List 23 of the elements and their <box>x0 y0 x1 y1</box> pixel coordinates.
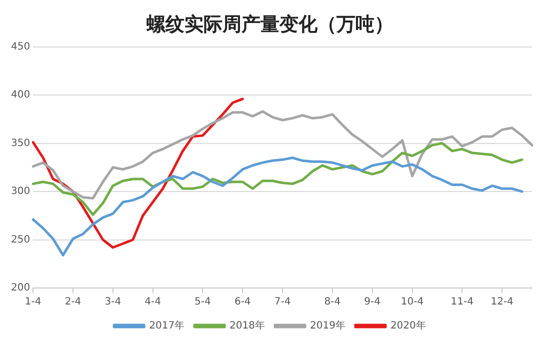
y-tick-label: 300 <box>10 186 30 198</box>
x-tick-label: 2-4 <box>64 296 82 308</box>
legend-label: 2020年 <box>390 320 426 332</box>
y-tick-label: 450 <box>10 41 30 52</box>
x-tick-label: 9-4 <box>364 296 381 308</box>
chart-title: 螺纹实际周产量变化（万吨） <box>146 13 394 36</box>
y-tick-label: 400 <box>10 90 30 101</box>
legend-label: 2019年 <box>310 320 346 332</box>
x-tick-label: 8-4 <box>324 296 341 308</box>
x-tick-label: 1-4 <box>24 296 42 308</box>
x-tick-label: 10-4 <box>400 296 424 308</box>
legend-label: 2017年 <box>149 320 185 332</box>
legend-label: 2018年 <box>230 320 266 332</box>
y-tick-label: 250 <box>10 234 30 246</box>
x-tick-label: 12-4 <box>490 296 514 308</box>
x-tick-label: 6-4 <box>234 296 251 308</box>
y-tick-label: 350 <box>10 138 30 149</box>
x-tick-label: 11-4 <box>450 296 474 308</box>
y-tick-label: 200 <box>10 282 30 294</box>
x-tick-label: 5-4 <box>194 296 211 308</box>
x-tick-label: 3-4 <box>104 296 122 308</box>
x-tick-label: 4-4 <box>144 296 161 308</box>
x-tick-label: 7-4 <box>274 296 291 308</box>
